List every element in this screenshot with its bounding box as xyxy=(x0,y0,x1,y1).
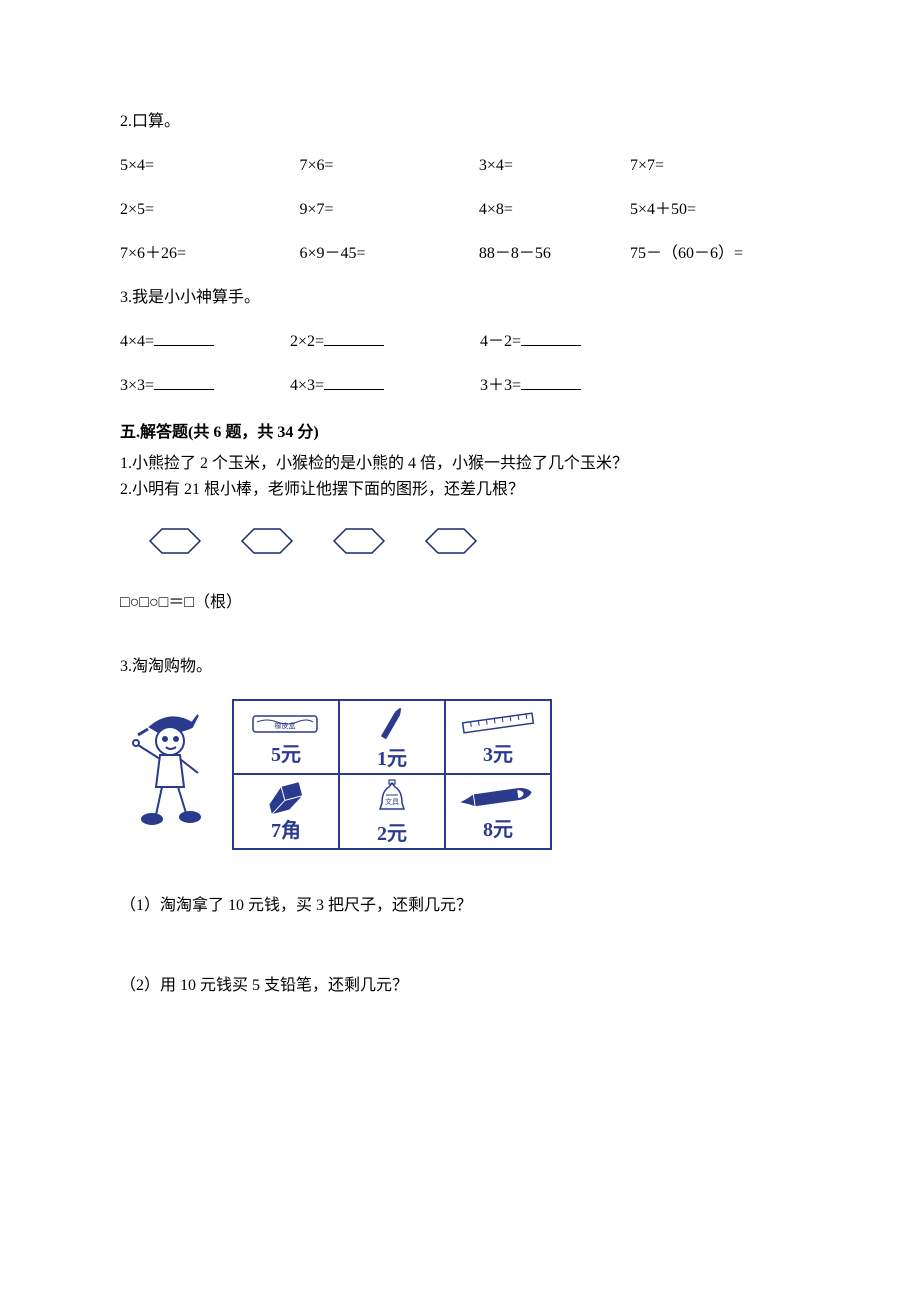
shop-cell-eraser-box: 橡皮盒 5元 xyxy=(233,700,339,774)
p1-text: 1.小熊捡了 2 个玉米，小猴检的是小熊的 4 倍，小猴一共捡了几个玉米？ xyxy=(120,452,800,476)
q2-row-2: 7×6＋26= 6×9－45= 88－8－56 75－（60－6）= xyxy=(120,242,800,266)
price-label: 1元 xyxy=(342,742,442,771)
hexagon-icon xyxy=(140,526,210,556)
hexagon-icon xyxy=(324,526,394,556)
hexagon-icon xyxy=(232,526,302,556)
shop-cell-eraser: 7角 xyxy=(233,774,339,849)
q2-cell: 7×7= xyxy=(630,154,800,178)
p2-text: 2.小明有 21 根小棒，老师让他摆下面的图形，还差几根？ xyxy=(120,478,800,502)
q3-cell: 4－2= xyxy=(480,330,650,354)
section5-title: 五.解答题(共 6 题，共 34 分) xyxy=(120,418,800,442)
q3-cell: 3×3= xyxy=(120,374,290,398)
q3-cell: 3＋3= xyxy=(480,374,650,398)
q2-cell: 3×4= xyxy=(479,154,630,178)
q2-cell: 6×9－45= xyxy=(299,242,478,266)
price-label: 8元 xyxy=(448,813,548,842)
q3-row-1: 3×3= 4×3= 3＋3= xyxy=(120,374,800,398)
q3-title: 3.我是小小神算手。 xyxy=(120,286,800,310)
q2-cell: 5×4= xyxy=(120,154,299,178)
price-label: 3元 xyxy=(448,738,548,767)
price-label: 2元 xyxy=(342,817,442,846)
shop-cell-pencil: 1元 xyxy=(339,700,445,774)
shop-cell-ruler: 3元 xyxy=(445,700,551,774)
fountain-pen-icon xyxy=(458,781,538,813)
eraser-icon xyxy=(256,780,316,814)
q3-cell: 4×3= xyxy=(290,374,480,398)
q3-cell: 4×4= xyxy=(120,330,290,354)
shop-area: 橡皮盒 5元 1元 xyxy=(120,699,800,850)
q2-cell: 7×6= xyxy=(299,154,478,178)
q3-cell: 2×2= xyxy=(290,330,480,354)
q2-cell: 9×7= xyxy=(299,198,478,222)
svg-text:橡皮盒: 橡皮盒 xyxy=(275,721,296,730)
price-label: 5元 xyxy=(236,738,336,767)
ruler-icon xyxy=(457,708,539,738)
q2-cell: 88－8－56 xyxy=(479,242,630,266)
q2-cell: 4×8= xyxy=(479,198,630,222)
hexagon-row xyxy=(140,526,800,561)
shop-cell-bell: 文具 2元 xyxy=(339,774,445,849)
shop-cell-fountain-pen: 8元 xyxy=(445,774,551,849)
pencil-icon xyxy=(367,704,417,742)
q2-cell: 75－（60－6）= xyxy=(630,242,800,266)
p3-sub2: （2）用 10 元钱买 5 支铅笔，还剩几元？ xyxy=(120,974,800,998)
q2-title: 2.口算。 xyxy=(120,110,800,134)
p3-title: 3.淘淘购物。 xyxy=(120,655,800,679)
price-label: 7角 xyxy=(236,814,336,843)
q3-row-0: 4×4= 2×2= 4－2= xyxy=(120,330,800,354)
eraser-box-icon: 橡皮盒 xyxy=(247,708,325,738)
q2-cell: 2×5= xyxy=(120,198,299,222)
bell-icon: 文具 xyxy=(372,777,412,817)
mascot-icon xyxy=(120,705,220,835)
p3-sub1: （1）淘淘拿了 10 元钱，买 3 把尺子，还剩几元？ xyxy=(120,894,800,918)
q2-cell: 7×6＋26= xyxy=(120,242,299,266)
q2-cell: 5×4＋50= xyxy=(630,198,800,222)
shop-table: 橡皮盒 5元 1元 xyxy=(232,699,552,850)
p2-formula: □○□○□＝□（根） xyxy=(120,591,800,615)
hexagon-icon xyxy=(416,526,486,556)
q2-row-1: 2×5= 9×7= 4×8= 5×4＋50= xyxy=(120,198,800,222)
svg-text:文具: 文具 xyxy=(385,797,399,806)
q2-row-0: 5×4= 7×6= 3×4= 7×7= xyxy=(120,154,800,178)
